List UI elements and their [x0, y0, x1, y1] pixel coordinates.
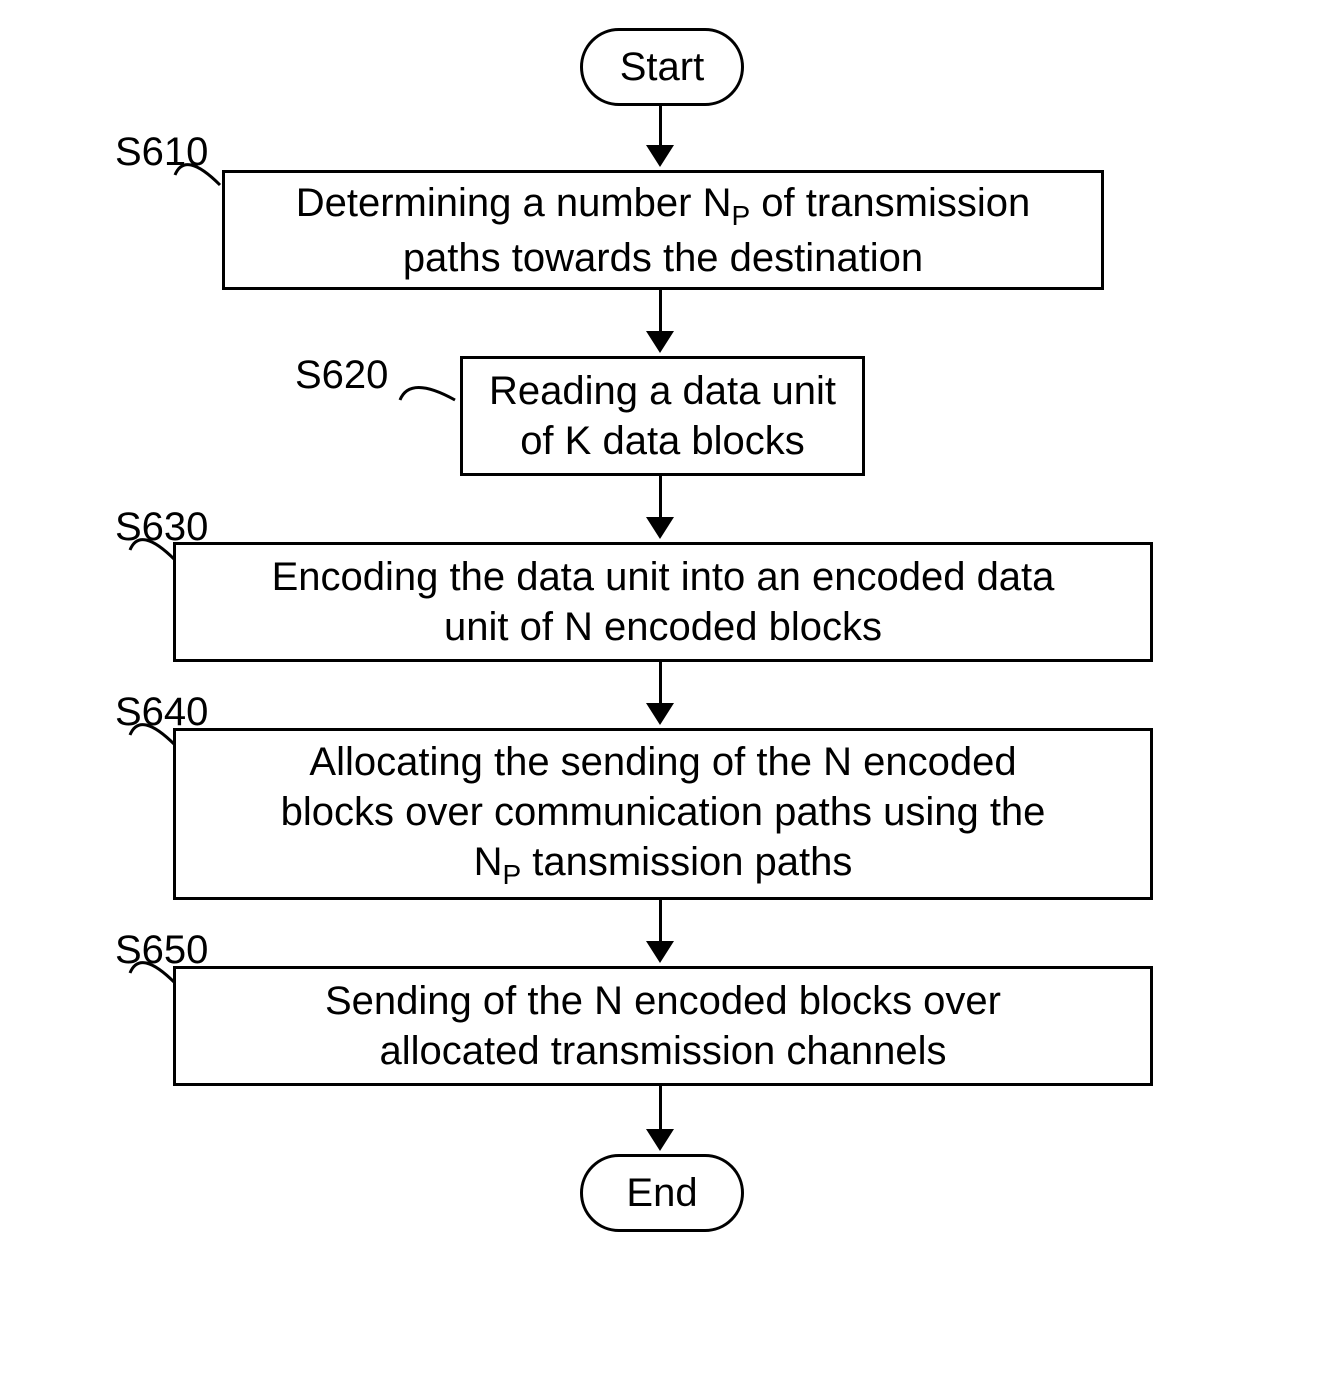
edge-s630-s640	[646, 662, 674, 725]
edge-s620-s630	[646, 476, 674, 539]
step-label-s620: S620	[295, 353, 388, 398]
flowchart-container: Start S610 Determining a number NP of tr…	[0, 0, 1320, 1399]
process-s630-text: Encoding the data unit into an encoded d…	[272, 552, 1055, 652]
edge-s610-s620	[646, 290, 674, 353]
process-s620: Reading a data unit of K data blocks	[460, 356, 865, 476]
process-s620-text: Reading a data unit of K data blocks	[489, 366, 836, 466]
step-curve-s620	[395, 365, 465, 425]
process-s630: Encoding the data unit into an encoded d…	[173, 542, 1153, 662]
start-label: Start	[620, 45, 704, 90]
start-node: Start	[580, 28, 744, 106]
end-label: End	[626, 1171, 697, 1216]
edge-start-s610	[646, 106, 674, 167]
edge-s650-end	[646, 1086, 674, 1151]
process-s610-text: Determining a number NP of transmission …	[296, 178, 1031, 283]
process-s640-text: Allocating the sending of the N encoded …	[281, 737, 1046, 892]
edge-s640-s650	[646, 900, 674, 963]
process-s650-text: Sending of the N encoded blocks over all…	[325, 976, 1001, 1076]
process-s650: Sending of the N encoded blocks over all…	[173, 966, 1153, 1086]
end-node: End	[580, 1154, 744, 1232]
process-s610: Determining a number NP of transmission …	[222, 170, 1104, 290]
process-s640: Allocating the sending of the N encoded …	[173, 728, 1153, 900]
step-curve-s610	[170, 140, 230, 200]
